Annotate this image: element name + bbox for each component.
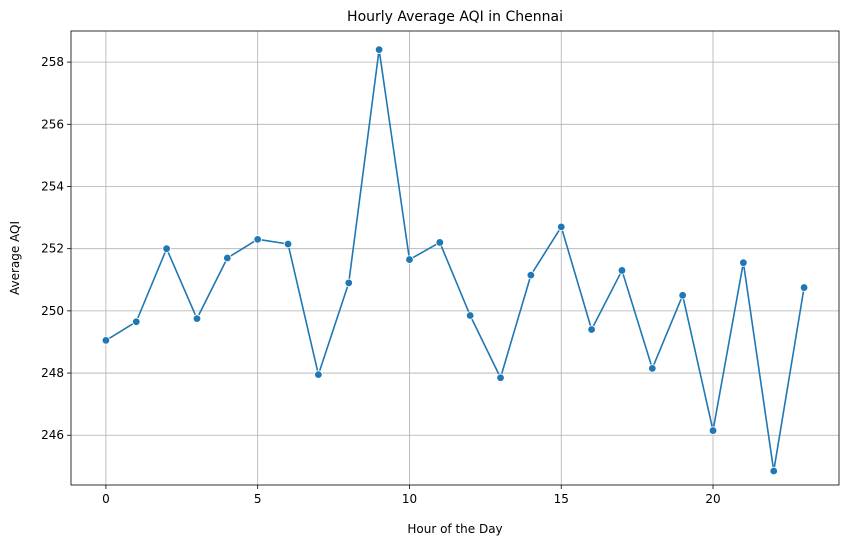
data-point (587, 325, 596, 334)
data-point (648, 364, 657, 373)
data-point (192, 314, 202, 323)
data-point (405, 255, 414, 264)
data-point (617, 266, 627, 275)
data-point (739, 258, 748, 267)
data-point (678, 291, 687, 300)
data-point (465, 311, 475, 320)
y-tick-label: 246 (41, 428, 64, 442)
data-point (253, 235, 262, 244)
axis-ticks: 0 5 10 15 20 246 248 250 252 254 256 258 (41, 55, 721, 506)
x-tick-label: 20 (705, 492, 720, 506)
plot-area-frame (70, 30, 840, 486)
y-tick-label: 248 (41, 366, 64, 380)
data-point (708, 426, 718, 435)
data-point (132, 317, 141, 326)
grid-lines (71, 31, 839, 485)
data-point (496, 373, 505, 382)
data-point (283, 239, 293, 249)
x-tick-label: 15 (554, 492, 569, 506)
data-point (162, 244, 171, 253)
x-tick-label: 10 (402, 492, 417, 506)
data-point (314, 370, 323, 379)
data-point (223, 253, 232, 263)
x-tick-label: 0 (102, 492, 110, 506)
data-point (799, 283, 809, 292)
x-axis-title: Hour of the Day (407, 522, 502, 536)
y-axis-title: Average AQI (8, 221, 22, 295)
data-point (557, 222, 566, 232)
data-point (769, 466, 778, 476)
data-point (526, 270, 536, 280)
data-point (374, 45, 384, 54)
y-tick-label: 256 (41, 117, 64, 131)
aqi-series (101, 45, 809, 476)
data-point (101, 336, 111, 345)
data-point (344, 278, 353, 288)
y-tick-label: 252 (41, 242, 64, 256)
data-point (435, 238, 445, 247)
y-tick-label: 258 (41, 55, 64, 69)
series-line (105, 48, 805, 472)
y-tick-label: 254 (41, 179, 64, 193)
y-tick-label: 250 (41, 304, 64, 318)
chart-title: Hourly Average AQI in Chennai (347, 9, 563, 25)
x-tick-label: 5 (254, 492, 262, 506)
